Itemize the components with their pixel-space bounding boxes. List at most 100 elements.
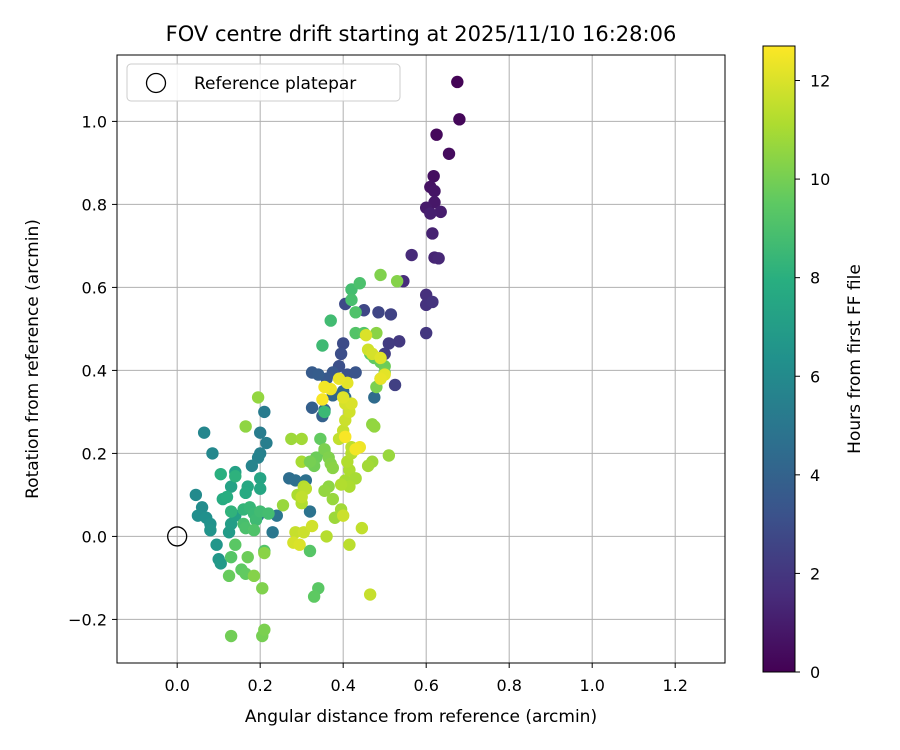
scatter-point: [303, 505, 317, 518]
grid: [117, 55, 725, 663]
scatter-point: [320, 530, 333, 543]
colorbar-label: Hours from first FF file: [845, 264, 865, 454]
scatter-point: [318, 405, 331, 419]
scatter-point: [247, 523, 261, 537]
y-tick-label: 1.0: [82, 112, 107, 131]
scatter-point: [393, 335, 406, 348]
scatter-point: [442, 147, 456, 160]
scatter-point: [303, 544, 317, 558]
scatter-point: [372, 306, 385, 319]
scatter-point: [245, 459, 259, 473]
scatter-point: [314, 432, 327, 446]
scatter-point: [295, 432, 308, 446]
x-tick-label: 1.0: [579, 676, 604, 695]
colorbar-tick-label: 0: [810, 663, 820, 682]
scatter-point: [224, 550, 238, 564]
scatter-point: [262, 507, 275, 520]
scatter-point: [316, 339, 329, 352]
scatter-point: [258, 405, 271, 419]
scatter-point: [432, 252, 445, 265]
scatter-point: [266, 526, 279, 539]
x-tick-label: 0.0: [164, 676, 189, 695]
legend-label: Reference platepar: [194, 74, 356, 94]
scatter-point: [388, 378, 402, 392]
colorbar-tick-label: 12: [810, 72, 830, 91]
scatter-point: [258, 546, 271, 560]
scatter-point: [295, 490, 308, 504]
scatter-point: [368, 391, 381, 404]
scatter-point: [318, 484, 331, 497]
scatter-point: [253, 482, 267, 495]
legend: Reference platepar: [126, 63, 401, 102]
scatter-point: [305, 519, 319, 533]
x-tick-label: 1.2: [662, 676, 687, 695]
scatter-point: [426, 227, 439, 240]
x-axis-label: Angular distance from reference (arcmin): [245, 707, 597, 727]
scatter-point: [256, 582, 269, 595]
scatter-point: [434, 205, 447, 219]
scatter-point: [253, 472, 267, 485]
scatter-point: [276, 499, 290, 512]
scatter-point: [214, 467, 227, 481]
scatter-point: [334, 347, 348, 361]
scatter-point: [224, 629, 238, 643]
scatter-point: [253, 426, 267, 439]
scatter-point: [285, 432, 298, 446]
scatter-point: [332, 372, 346, 385]
scatter-point: [349, 366, 362, 379]
scatter-point: [326, 492, 340, 506]
scatter-point: [239, 420, 252, 433]
scatter-point: [326, 461, 340, 475]
scatter-point: [374, 268, 387, 282]
reference-marker: [167, 526, 188, 547]
scatter-point: [424, 207, 437, 220]
y-tick-label: 0.8: [82, 195, 107, 214]
scatter-point: [382, 337, 396, 350]
scatter-point: [210, 538, 223, 551]
colorbar-tick-label: 2: [810, 564, 820, 583]
scatter-point: [239, 486, 252, 500]
y-tick-label: 0.2: [82, 444, 107, 463]
scatter-point: [204, 523, 217, 537]
scatter-point: [361, 459, 375, 473]
scatter-point: [419, 326, 433, 340]
scatter-point: [363, 588, 377, 601]
scatter-point: [343, 538, 356, 551]
plot-frame: [116, 54, 726, 664]
colorbar-tick-label: 6: [810, 367, 820, 386]
scatter-point: [336, 391, 350, 404]
scatter-point: [307, 590, 321, 603]
y-tick-label: 0.0: [82, 527, 107, 546]
scatter-point: [229, 538, 242, 551]
scatter-point: [224, 505, 238, 518]
x-tick-label: 0.8: [496, 676, 521, 695]
colorbar-tick-label: 10: [810, 170, 830, 189]
scatter-point: [336, 509, 350, 522]
legend-reference-marker: [145, 72, 167, 94]
scatter-point: [222, 569, 236, 583]
colorbar-ticks: 0 2 4 6 8 10 12: [795, 72, 830, 682]
scatter-point: [349, 443, 362, 456]
scatter-point: [339, 430, 352, 444]
scatter-point: [382, 449, 396, 462]
scatter-point: [293, 538, 306, 551]
scatter-point: [359, 328, 373, 342]
scatter-point: [312, 368, 325, 381]
x-tick-label: 0.4: [330, 676, 355, 695]
scatter-point: [355, 521, 369, 535]
scatter-point: [368, 420, 381, 433]
y-tick-label: 0.4: [82, 361, 107, 380]
scatter-point: [405, 248, 418, 262]
scatter-point: [318, 380, 331, 394]
scatter-point: [345, 293, 358, 307]
scatter-point: [316, 393, 329, 406]
scatter-point: [251, 391, 265, 404]
colorbar: 0 2 4 6 8 10 12 Hours from first FF file: [762, 45, 865, 682]
scatter-point: [214, 557, 227, 570]
scatter-point: [451, 75, 464, 89]
x-tick-label: 0.6: [413, 676, 438, 695]
y-tick-label: −0.2: [68, 610, 107, 629]
scatter-point: [374, 351, 387, 365]
scatter-point: [426, 295, 439, 309]
